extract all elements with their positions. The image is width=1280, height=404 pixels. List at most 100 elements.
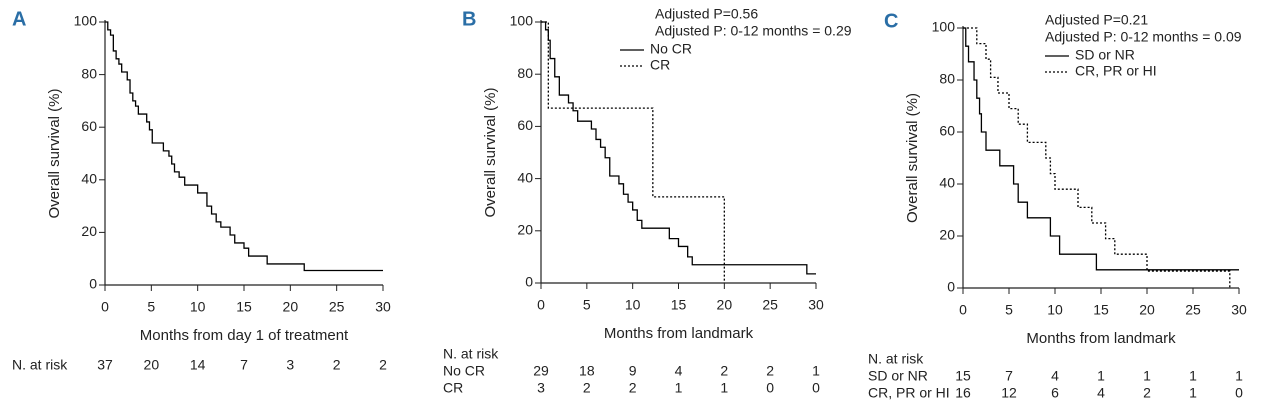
y-tick-label: 40 [517, 169, 533, 185]
risk-value: 12 [1001, 385, 1017, 401]
x-axis-label: Months from landmark [604, 325, 754, 342]
risk-value: 3 [286, 357, 294, 373]
annotation: Adjusted P=0.56 [655, 6, 758, 22]
risk-value: 2 [583, 380, 591, 396]
x-tick-label: 15 [671, 297, 687, 313]
survival-curve [541, 21, 816, 275]
risk-value: 1 [1189, 368, 1197, 384]
annotation: Adjusted P=0.21 [1045, 12, 1148, 28]
risk-value: 0 [1235, 385, 1243, 401]
x-tick-label: 10 [1047, 302, 1063, 318]
risk-value: 14 [190, 357, 206, 373]
risk-value: 29 [533, 363, 549, 379]
x-tick-label: 10 [625, 297, 641, 313]
risk-value: 37 [97, 357, 113, 373]
y-tick-label: 80 [81, 65, 97, 81]
risk-value: 4 [1097, 385, 1105, 401]
risk-value: 2 [1143, 385, 1151, 401]
risk-value: 3 [537, 380, 545, 396]
survival-curve [541, 21, 725, 283]
survival-curve [105, 21, 383, 272]
x-tick-label: 20 [717, 297, 733, 313]
y-axis-label: Overall survival (%) [904, 93, 921, 223]
risk-value: 1 [1235, 368, 1243, 384]
risk-value: 1 [812, 363, 820, 379]
y-tick-label: 40 [81, 171, 97, 187]
risk-value: 2 [629, 380, 637, 396]
risk-value: 1 [675, 380, 683, 396]
y-tick-label: 60 [81, 118, 97, 134]
risk-value: 9 [629, 363, 637, 379]
x-tick-label: 30 [375, 299, 391, 315]
risk-value: 2 [720, 363, 728, 379]
y-tick-label: 60 [939, 123, 955, 139]
annotation: Adjusted P: 0-12 months = 0.29 [655, 23, 852, 39]
risk-row-name: CR [443, 380, 463, 396]
x-tick-label: 15 [1093, 302, 1109, 318]
risk-value: 2 [766, 363, 774, 379]
y-tick-label: 100 [932, 19, 956, 35]
y-axis-label: Overall survival (%) [482, 87, 499, 217]
risk-value: 1 [1097, 368, 1105, 384]
risk-value: 15 [955, 368, 971, 384]
y-tick-label: 60 [517, 117, 533, 133]
survival-curve [963, 27, 1231, 288]
risk-value: 7 [240, 357, 248, 373]
legend-label: No CR [650, 41, 692, 57]
x-axis-label: Months from day 1 of treatment [140, 327, 349, 344]
risk-value: 1 [1189, 385, 1197, 401]
risk-value: 20 [144, 357, 160, 373]
risk-value: 4 [1051, 368, 1059, 384]
annotation: Adjusted P: 0-12 months = 0.09 [1045, 29, 1242, 45]
y-axis-label: Overall survival (%) [46, 88, 63, 218]
risk-value: 4 [675, 363, 683, 379]
x-tick-label: 25 [762, 297, 778, 313]
risk-value: 18 [579, 363, 595, 379]
risk-title: N. at risk [868, 351, 924, 367]
y-tick-label: 0 [525, 274, 533, 290]
x-tick-label: 10 [190, 299, 206, 315]
x-tick-label: 30 [1231, 302, 1247, 318]
x-tick-label: 0 [537, 297, 545, 313]
risk-row-name: No CR [443, 363, 485, 379]
x-tick-label: 25 [329, 299, 345, 315]
legend-label: CR [650, 57, 670, 73]
panel-label: B [462, 8, 476, 30]
x-tick-label: 0 [101, 299, 109, 315]
risk-value: 1 [720, 380, 728, 396]
risk-value: 2 [379, 357, 387, 373]
panel-label: C [884, 10, 898, 32]
y-tick-label: 80 [939, 71, 955, 87]
y-tick-label: 80 [517, 65, 533, 81]
x-tick-label: 15 [236, 299, 252, 315]
y-tick-label: 20 [939, 227, 955, 243]
risk-title: N. at risk [12, 357, 68, 373]
y-tick-label: 20 [81, 223, 97, 239]
risk-value: 7 [1005, 368, 1013, 384]
x-tick-label: 5 [583, 297, 591, 313]
y-tick-label: 100 [74, 13, 98, 29]
x-tick-label: 30 [808, 297, 824, 313]
y-tick-label: 20 [517, 222, 533, 238]
risk-value: 2 [333, 357, 341, 373]
risk-row-name: SD or NR [868, 368, 928, 384]
risk-value: 0 [812, 380, 820, 396]
legend-label: CR, PR or HI [1075, 63, 1157, 79]
x-axis-label: Months from landmark [1026, 330, 1176, 347]
legend-label: SD or NR [1075, 47, 1135, 63]
x-tick-label: 20 [283, 299, 299, 315]
x-tick-label: 0 [959, 302, 967, 318]
x-tick-label: 5 [147, 299, 155, 315]
risk-title: N. at risk [443, 346, 499, 362]
risk-row-name: CR, PR or HI [868, 385, 950, 401]
risk-value: 1 [1143, 368, 1151, 384]
x-tick-label: 25 [1185, 302, 1201, 318]
risk-value: 16 [955, 385, 971, 401]
survival-curve [963, 27, 1239, 271]
y-tick-label: 40 [939, 175, 955, 191]
risk-value: 6 [1051, 385, 1059, 401]
panel-label: A [12, 8, 26, 30]
y-tick-label: 0 [89, 276, 97, 292]
y-tick-label: 100 [510, 13, 534, 29]
